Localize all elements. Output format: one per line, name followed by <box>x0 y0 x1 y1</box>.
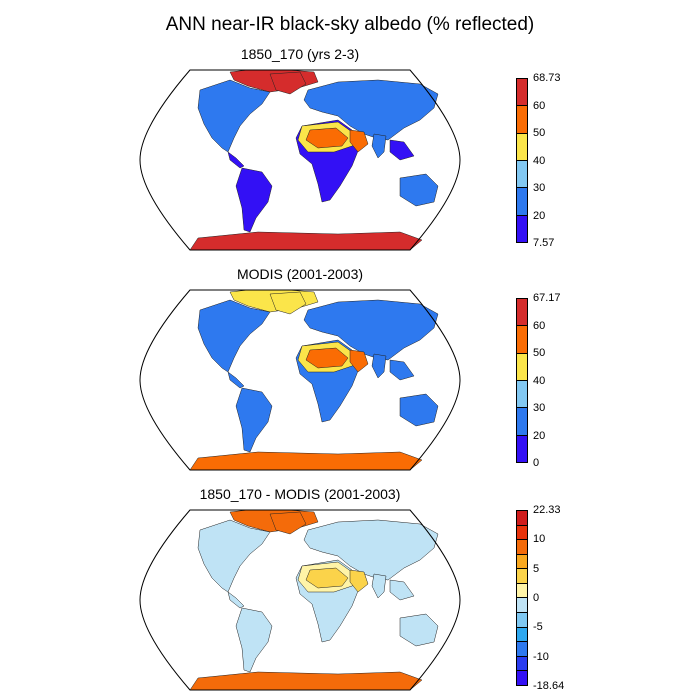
india <box>371 133 387 159</box>
colorbar-swatch <box>517 583 527 599</box>
colorbar-swatch <box>517 353 527 381</box>
sahara <box>305 347 349 369</box>
colorbar-tick-label: 0 <box>533 457 540 469</box>
colorbar-tick-label: -5 <box>533 621 543 634</box>
india <box>371 573 387 599</box>
colorbar-swatch <box>517 160 527 189</box>
colorbar-tick-label: 7.57 <box>533 237 555 249</box>
southeast-asia <box>389 139 415 161</box>
colorbar-tick-label: 10 <box>533 533 546 546</box>
colorbar-swatch <box>517 188 527 216</box>
colorbar-tick-label: 22.33 <box>533 504 561 516</box>
india <box>371 353 387 379</box>
antarctica <box>189 451 423 471</box>
colorbar-swatch <box>517 554 527 570</box>
map-model <box>139 69 461 251</box>
sahara <box>305 127 349 149</box>
north-america <box>197 519 271 593</box>
colorbar-swatch <box>517 299 527 327</box>
colorbar-tick-label: 40 <box>533 374 546 387</box>
north-america <box>197 299 271 373</box>
colorbar-swatch <box>517 627 527 643</box>
colorbar-tick-label: 60 <box>533 319 546 332</box>
eurasia <box>303 299 439 361</box>
colorbar-tick-label: 5 <box>533 562 540 575</box>
colorbar-swatch <box>517 511 527 526</box>
colorbar-swatch <box>517 613 527 628</box>
central-america <box>227 591 245 609</box>
colorbar-tick-label: 50 <box>533 127 546 139</box>
colorbar-tick-label: -10 <box>533 650 549 663</box>
australia <box>399 173 439 207</box>
colorbar-swatch <box>517 435 527 462</box>
map-modis <box>139 289 461 471</box>
colorbar-tick-label: 50 <box>533 347 546 359</box>
colorbar-swatch <box>517 525 527 541</box>
colorbar-modis <box>516 298 528 463</box>
map-diff <box>139 509 461 691</box>
panel-title-modis: MODIS (2001-2003) <box>236 266 364 282</box>
colorbar-tick-label: 30 <box>533 182 546 194</box>
eurasia <box>303 519 439 581</box>
central-america <box>227 371 245 389</box>
map-outline <box>139 509 461 691</box>
colorbar-swatch <box>517 656 527 672</box>
colorbar-swatch <box>517 671 527 685</box>
colorbar-tick-label: 68.73 <box>533 72 561 84</box>
colorbar-swatch <box>517 408 527 436</box>
colorbar-tick-label: 30 <box>533 402 546 414</box>
colorbar-tick-label: -18.64 <box>533 680 565 692</box>
antarctica <box>189 671 423 691</box>
southeast-asia <box>389 579 415 601</box>
colorbar-swatch <box>517 133 527 161</box>
colorbar-swatch <box>517 540 527 555</box>
colorbar-tick-label: 67.17 <box>533 292 561 304</box>
antarctica <box>189 231 423 251</box>
colorbar-swatch <box>517 106 527 134</box>
southeast-asia <box>389 359 415 381</box>
panel-title-model: 1850_170 (yrs 2-3) <box>240 46 360 62</box>
colorbar-swatch <box>517 215 527 242</box>
eurasia <box>303 79 439 141</box>
panel-title-diff: 1850_170 - MODIS (2001-2003) <box>199 486 401 502</box>
south-america <box>235 167 273 233</box>
colorbar-swatch <box>517 569 527 584</box>
arabia <box>349 569 369 593</box>
australia <box>399 393 439 427</box>
colorbar-swatch <box>517 598 527 614</box>
colorbar-tick-label: 40 <box>533 154 546 167</box>
colorbar-tick-label: 0 <box>533 592 540 604</box>
sahara <box>305 567 349 589</box>
south-america <box>235 607 273 673</box>
south-america <box>235 387 273 453</box>
central-america <box>227 151 245 169</box>
map-outline <box>139 289 461 471</box>
australia <box>399 613 439 647</box>
colorbar-swatch <box>517 326 527 354</box>
greenland <box>269 71 307 95</box>
arabia <box>349 349 369 373</box>
map-outline <box>139 69 461 251</box>
colorbar-swatch <box>517 79 527 107</box>
colorbar-diff <box>516 510 528 686</box>
colorbar-model <box>516 78 528 243</box>
colorbar-swatch <box>517 642 527 657</box>
greenland <box>269 291 307 315</box>
figure-title: ANN near-IR black-sky albedo (% reflecte… <box>165 14 535 35</box>
north-america <box>197 79 271 153</box>
greenland <box>269 511 307 535</box>
colorbar-tick-label: 20 <box>533 209 546 222</box>
colorbar-tick-label: 20 <box>533 429 546 442</box>
arabia <box>349 129 369 153</box>
colorbar-tick-label: 60 <box>533 99 546 112</box>
colorbar-swatch <box>517 380 527 409</box>
